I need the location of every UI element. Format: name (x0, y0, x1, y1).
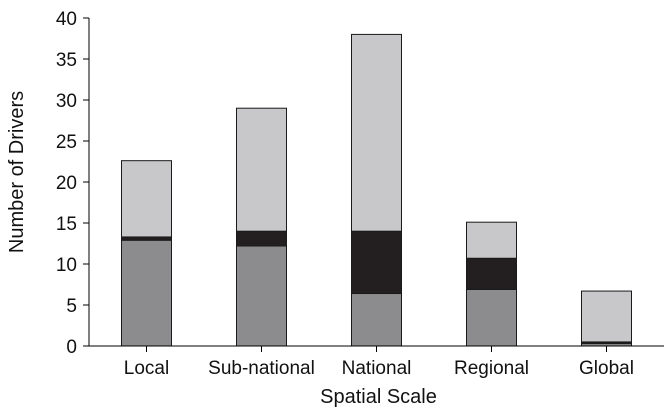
x-tick-label: Local (124, 358, 169, 379)
y-tick-label: 40 (56, 9, 77, 30)
bar-segment-national-1 (352, 231, 402, 293)
x-ticks-group: Local Sub-national National Regional Global (124, 346, 634, 379)
y-tick-label: 20 (56, 173, 77, 194)
bar-segment-local-2 (122, 161, 172, 237)
y-axis-title: Number of Drivers (6, 91, 28, 253)
x-tick-label: Regional (454, 358, 529, 379)
bar-segment-national-0 (352, 294, 402, 346)
y-tick-label: 15 (56, 214, 77, 235)
y-ticks-group: 0 5 10 15 20 25 30 35 40 (56, 9, 89, 358)
bars-group (122, 34, 632, 346)
x-tick-label: Sub-national (208, 358, 315, 379)
bar-segment-regional-2 (467, 222, 517, 258)
bar-segment-national-2 (352, 34, 402, 231)
bar-segment-sub-national-1 (237, 231, 287, 246)
bar-segment-sub-national-2 (237, 108, 287, 231)
bar-segment-sub-national-0 (237, 246, 287, 346)
bar-segment-global-2 (582, 291, 632, 342)
bar-segment-regional-1 (467, 258, 517, 289)
y-tick-label: 10 (56, 255, 77, 276)
x-tick-label: National (342, 358, 412, 379)
bar-segment-regional-0 (467, 289, 517, 346)
x-tick-label: Global (579, 358, 634, 379)
y-tick-label: 25 (56, 132, 77, 153)
y-tick-label: 30 (56, 91, 77, 112)
x-axis-title: Spatial Scale (320, 386, 437, 408)
y-tick-label: 5 (66, 296, 77, 317)
y-tick-label: 35 (56, 50, 77, 71)
bar-segment-local-0 (122, 240, 172, 346)
y-tick-label: 0 (66, 337, 77, 358)
